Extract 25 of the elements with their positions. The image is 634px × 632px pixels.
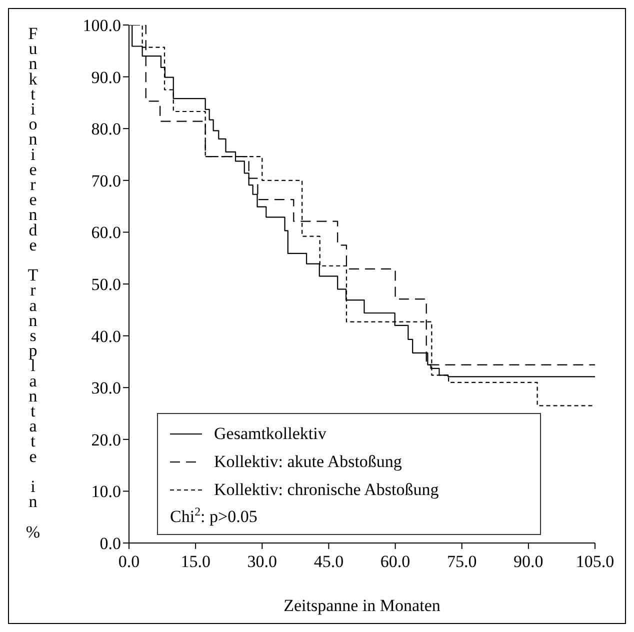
x-tick-label: 60.0 <box>380 552 410 572</box>
y-tick-label: 20.0 <box>91 430 121 450</box>
annotation: Chi$^{2}$: p>0.05 <box>170 504 258 526</box>
x-tick-label: 105.0 <box>576 552 614 572</box>
x-tick-label: 15.0 <box>180 552 210 572</box>
y-tick-label: 30.0 <box>91 378 121 398</box>
legend-label: Gesamtkollektiv <box>214 424 326 444</box>
y-tick-label: 60.0 <box>91 223 121 242</box>
text: Funktionierende Transplantate in % <box>26 24 40 542</box>
x-tick-label: 0.0 <box>118 552 140 572</box>
x-tick-label: 45.0 <box>314 552 344 572</box>
y-tick-label: 50.0 <box>91 275 121 294</box>
y-tick-label: 0.0 <box>100 534 121 554</box>
x-tick-label: 75.0 <box>446 552 477 572</box>
x-axis-title: Zeitspanne in Monaten <box>284 596 441 615</box>
y-tick-label: 80.0 <box>91 120 121 139</box>
x-tick-label: 90.0 <box>514 552 544 572</box>
y-tick-label: 90.0 <box>91 68 121 87</box>
y-tick-label: 70.0 <box>91 171 121 190</box>
legend-label: Kollektiv: chronische Abstoßung <box>214 480 439 500</box>
x-tick-label: 30.0 <box>247 552 278 572</box>
y-tick-label: 10.0 <box>91 482 121 502</box>
legend-label: Kollektiv: akute Abstoßung <box>214 452 402 472</box>
y-tick-label: 100.0 <box>82 16 121 36</box>
y-tick-label: 40.0 <box>91 326 121 346</box>
